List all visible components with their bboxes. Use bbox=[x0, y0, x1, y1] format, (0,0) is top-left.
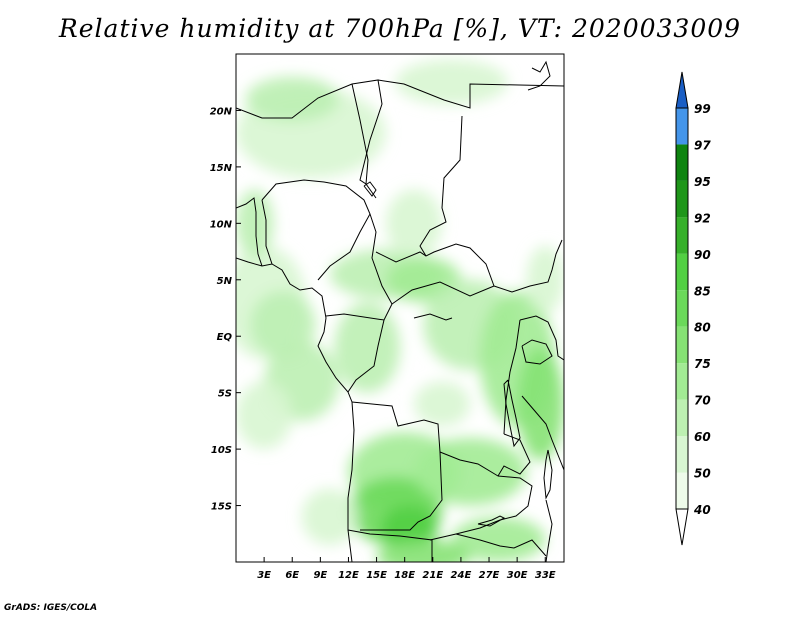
border-zambia bbox=[360, 451, 443, 531]
lon-tick-label: 30E bbox=[507, 570, 528, 581]
border-zambia-south bbox=[429, 475, 533, 541]
colorbar-segment bbox=[676, 326, 688, 364]
border-uganda-kenya bbox=[519, 315, 564, 361]
colorbar-label: 40 bbox=[693, 503, 711, 517]
lat-tick-label: 5S bbox=[218, 389, 232, 400]
latitude-axis: 20N 15N 10N 5N EQ 5S 10S 15S bbox=[210, 106, 241, 513]
humidity-field bbox=[236, 59, 564, 562]
border-tanzania bbox=[521, 395, 564, 471]
colorbar-segment bbox=[676, 217, 688, 254]
colorbar-label: 85 bbox=[694, 284, 711, 298]
colorbar-label: 60 bbox=[694, 430, 711, 444]
lon-tick-label: 33E bbox=[535, 570, 556, 581]
border-car-north bbox=[375, 251, 427, 263]
country-borders bbox=[236, 60, 564, 562]
lake-victoria bbox=[521, 339, 553, 365]
map-title: Relative humidity at 700hPa [%], VT: 202… bbox=[58, 14, 742, 43]
humidity-region bbox=[385, 189, 443, 258]
river-congo bbox=[413, 313, 453, 321]
colorbar-segment bbox=[676, 253, 688, 291]
humidity-region bbox=[236, 189, 274, 258]
colorbar-under-arrow bbox=[675, 508, 689, 546]
map-frame bbox=[235, 53, 565, 563]
humidity-region bbox=[245, 76, 340, 122]
colorbar-label: 80 bbox=[694, 321, 711, 335]
humidity-region bbox=[301, 488, 358, 546]
border-benin bbox=[261, 199, 273, 265]
colorbar-frame bbox=[675, 107, 689, 510]
border-south-sudan bbox=[493, 239, 563, 293]
humidity-region bbox=[376, 539, 471, 562]
border-cameroon bbox=[325, 213, 393, 321]
colorbar-segment bbox=[676, 436, 688, 473]
border-car-south bbox=[391, 281, 495, 305]
longitude-axis: 3E 6E 9E 12E 15E 18E 21E 24E 27E 30E 33E bbox=[257, 557, 556, 581]
border-nigeria bbox=[261, 179, 371, 281]
colorbar-label: 90 bbox=[694, 248, 711, 262]
humidity-region bbox=[517, 347, 564, 461]
lon-tick-label: 6E bbox=[285, 570, 299, 581]
lon-tick-label: 24E bbox=[451, 570, 472, 581]
humidity-region bbox=[414, 437, 527, 506]
colorbar-segment bbox=[676, 180, 688, 218]
colorbar-segment bbox=[676, 363, 688, 400]
border-congo bbox=[347, 319, 385, 393]
colorbar-segment bbox=[676, 144, 688, 181]
lat-tick-label: 5N bbox=[217, 276, 233, 287]
colorbar-label: 97 bbox=[694, 138, 711, 152]
lon-tick-label: 18E bbox=[394, 570, 415, 581]
lon-tick-label: 12E bbox=[338, 570, 359, 581]
lon-tick-label: 9E bbox=[313, 570, 327, 581]
coastline-west bbox=[236, 257, 355, 562]
border-zimbabwe bbox=[455, 533, 547, 557]
border-drc-angola bbox=[351, 401, 531, 477]
border-chad bbox=[377, 79, 564, 109]
lon-tick-label: 27E bbox=[479, 570, 500, 581]
humidity-region bbox=[414, 381, 471, 427]
colorbar: 40 50 60 70 75 80 85 90 92 95 97 99 bbox=[675, 71, 711, 546]
lat-tick-label: 15N bbox=[210, 163, 233, 174]
humidity-region bbox=[236, 381, 293, 450]
colorbar-segment bbox=[676, 290, 688, 327]
border-ghana-togo bbox=[236, 197, 263, 267]
colorbar-segment bbox=[676, 472, 688, 509]
lat-tick-label: 10N bbox=[210, 219, 233, 230]
lon-tick-label: 15E bbox=[366, 570, 387, 581]
lake-tanganyika bbox=[503, 379, 521, 448]
colorbar-over-arrow bbox=[675, 71, 689, 109]
border-niger-chad bbox=[351, 83, 369, 185]
border-drc-east bbox=[503, 319, 521, 435]
humidity-region bbox=[451, 516, 546, 562]
colorbar-label: 92 bbox=[694, 211, 711, 225]
colorbar-label: 70 bbox=[694, 394, 711, 408]
colorbar-label: 99 bbox=[694, 102, 711, 116]
lat-tick-label: 15S bbox=[211, 502, 232, 513]
colorbar-label: 50 bbox=[694, 467, 711, 481]
lon-tick-label: 3E bbox=[257, 570, 271, 581]
grads-credit: GrADS: IGES/COLA bbox=[4, 603, 98, 613]
border-namibia bbox=[347, 529, 433, 562]
colorbar-label: 75 bbox=[694, 357, 711, 371]
lake-kariba bbox=[477, 515, 506, 527]
map-panel: 20N 15N 10N 5N EQ 5S 10S 15S 3E 6E 9E 12E 15E 18E 21E… bbox=[210, 53, 565, 581]
colorbar-label: 95 bbox=[694, 175, 711, 189]
humidity-region bbox=[334, 302, 401, 393]
colorbar-segment bbox=[676, 108, 688, 145]
humidity-region bbox=[250, 291, 316, 359]
colorbar-segment bbox=[676, 399, 688, 437]
lake-chad bbox=[363, 181, 377, 197]
border-sudan bbox=[419, 115, 495, 287]
lat-tick-label: 20N bbox=[210, 106, 233, 117]
humidity-region bbox=[526, 245, 564, 314]
border-mozambique bbox=[545, 499, 553, 562]
lon-tick-label: 21E bbox=[422, 570, 443, 581]
lat-tick-label: EQ bbox=[217, 332, 233, 343]
lat-tick-label: 10S bbox=[211, 445, 232, 456]
humidity-region bbox=[395, 59, 508, 105]
lake-malawi bbox=[543, 449, 553, 500]
red-sea-coast bbox=[527, 60, 551, 91]
